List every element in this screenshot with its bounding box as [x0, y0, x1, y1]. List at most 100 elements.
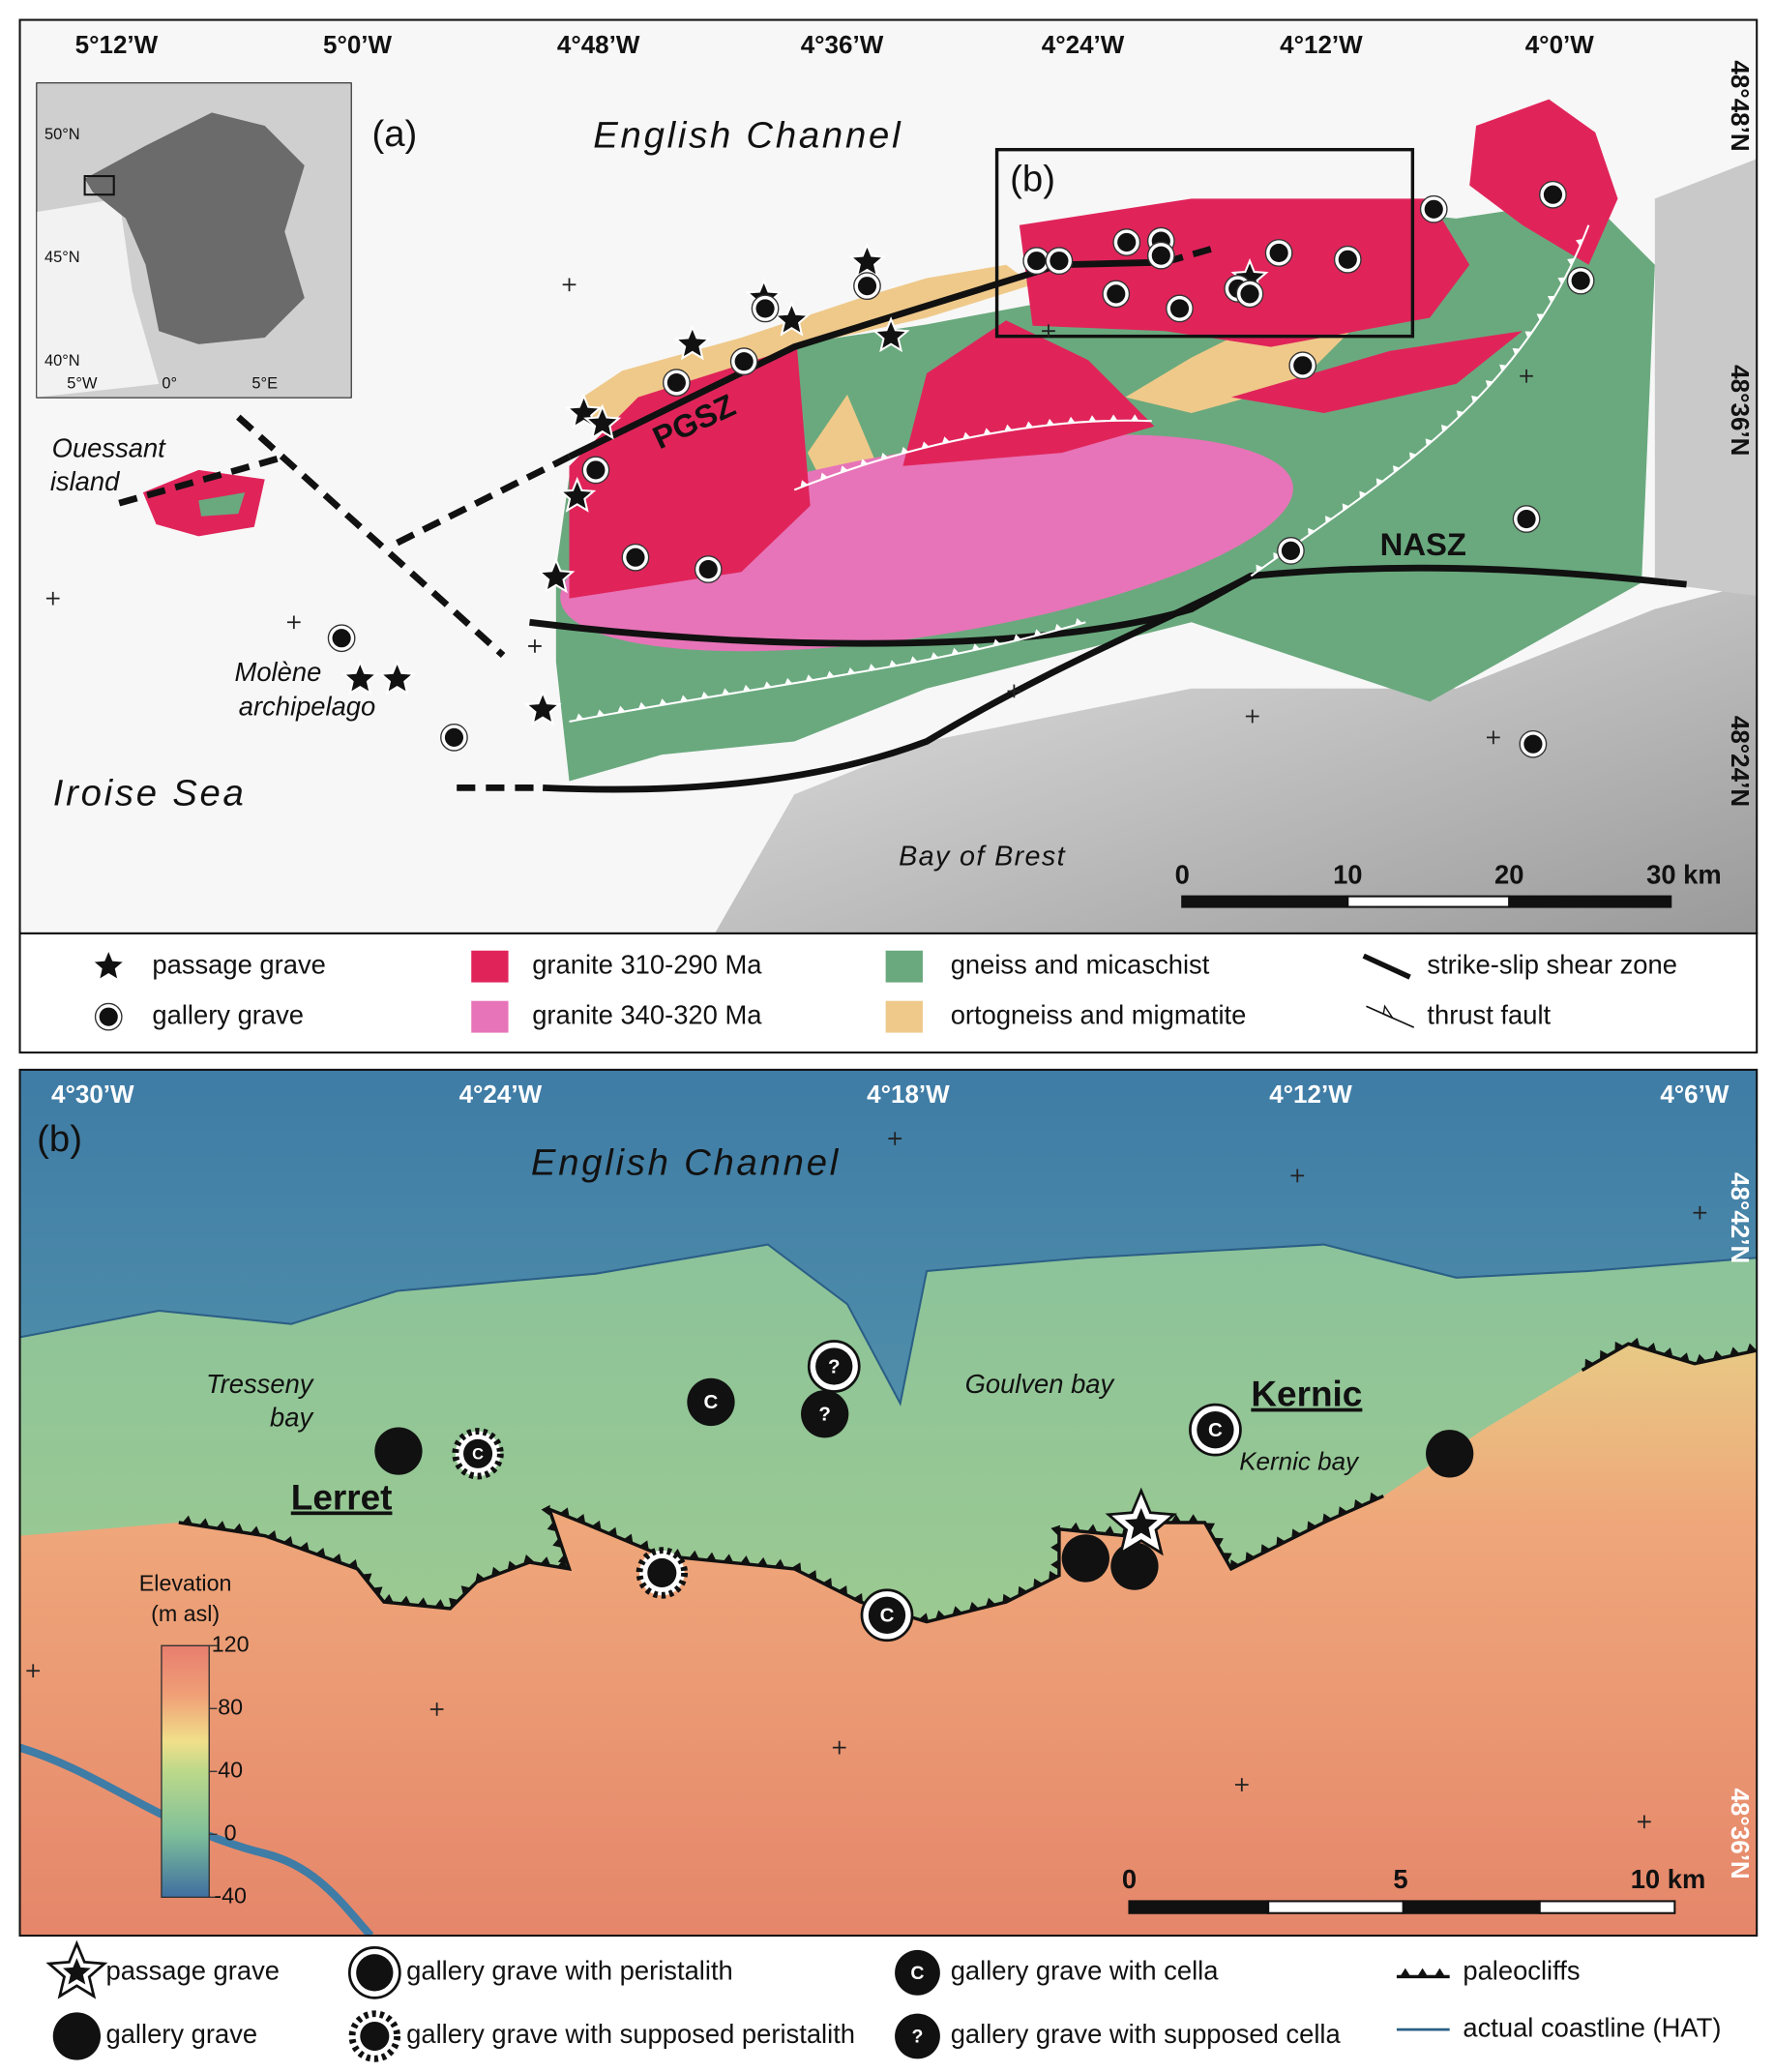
gallery-grave — [647, 1557, 677, 1588]
cliff-tick — [846, 666, 856, 675]
gallery-grave — [1197, 1411, 1234, 1449]
gallery-grave — [1543, 185, 1563, 204]
legend-swatch — [471, 950, 509, 983]
cliff-tick — [774, 1558, 785, 1568]
cliff-tick — [1400, 1968, 1411, 1977]
cliff-tick — [1188, 1514, 1199, 1523]
cliff-tick — [1536, 313, 1545, 321]
cliff-tick — [805, 674, 813, 682]
label: 48°42’N — [1726, 1172, 1755, 1263]
cliff-tick — [1557, 277, 1566, 284]
graticule-cross — [1487, 730, 1500, 745]
cliff-tick — [1075, 618, 1083, 626]
gallery-grave — [444, 727, 464, 747]
gallery-grave — [332, 629, 351, 648]
cliff-tick — [475, 1572, 486, 1584]
granite-340-320 — [560, 434, 1293, 652]
passage-grave — [847, 242, 886, 279]
passage-grave — [558, 476, 597, 513]
cliff-tick — [1746, 1343, 1758, 1353]
label: granite 310-290 Ma — [532, 949, 762, 979]
gallery-grave — [1107, 284, 1126, 304]
label: Iroise Sea — [53, 773, 247, 814]
south-fault — [542, 573, 1254, 793]
granite-310-290 — [902, 320, 1155, 466]
cliff-tick — [784, 677, 793, 685]
cliff-tick — [1004, 424, 1013, 431]
ortogneiss-unit — [807, 394, 877, 480]
cliff-tick — [838, 1585, 848, 1596]
site-mark: C — [910, 1963, 924, 1984]
cliff-tick — [962, 431, 971, 439]
label: 4°12’W — [1269, 1080, 1352, 1109]
gallery-grave — [895, 2013, 940, 2059]
cliff-tick — [722, 688, 730, 696]
scale-bar-segment — [1181, 895, 1349, 908]
cliff-tick — [1308, 527, 1316, 536]
colorbar-tick-label: 120 — [212, 1631, 250, 1656]
gallery-grave — [586, 460, 606, 480]
cliff-tick — [638, 1540, 649, 1551]
cliff-tick — [449, 1597, 459, 1608]
cliff-tick — [1109, 414, 1118, 422]
gallery-grave — [1517, 509, 1536, 529]
cliff-tick — [1409, 452, 1417, 460]
label: 4°30’W — [51, 1080, 134, 1109]
label: 5°W — [67, 374, 98, 392]
legend-thrust-tick — [1382, 1004, 1395, 1021]
label: 4°0’W — [1525, 30, 1595, 59]
cliff-tick — [820, 472, 828, 481]
cliff-tick — [931, 652, 939, 660]
cliff-tick — [1576, 239, 1583, 247]
cliff-tick — [617, 705, 626, 713]
label: 48°36’N — [1726, 1788, 1755, 1879]
cliff-tick — [880, 452, 889, 460]
label: Lerret — [291, 1477, 393, 1517]
passage-grave — [523, 690, 562, 726]
cliff-tick — [1342, 503, 1349, 512]
cliff-tick — [347, 1558, 359, 1570]
graticule-cross — [1638, 1815, 1651, 1829]
label: Molène — [235, 657, 322, 687]
gallery-grave — [374, 1427, 423, 1475]
cliff-tick — [1584, 1358, 1595, 1369]
cliff-tick — [540, 1556, 551, 1566]
cliff-tick — [1050, 1542, 1059, 1554]
cliff-tick — [490, 1566, 502, 1577]
cliff-tick — [951, 647, 960, 656]
passage-grave-core — [63, 1958, 91, 1985]
label: English Channel — [531, 1142, 841, 1184]
gallery-grave — [1117, 232, 1137, 252]
graticule-cross — [888, 1132, 902, 1145]
cliff-tick — [556, 1559, 568, 1569]
cliff-tick — [742, 684, 752, 693]
cliff-tick — [576, 1514, 586, 1524]
label: gallery grave with supposed cella — [951, 2019, 1342, 2049]
cliff-tick — [1260, 1544, 1271, 1554]
cliff-tick — [596, 709, 605, 717]
label: 5°E — [251, 374, 278, 392]
gallery-grave — [815, 1347, 853, 1385]
gallery-grave — [1281, 541, 1301, 560]
cliff-tick — [1614, 1341, 1624, 1352]
gallery-grave — [1050, 252, 1069, 271]
gallery-grave — [734, 352, 754, 371]
cliff-tick — [952, 1606, 962, 1616]
gallery-grave — [1169, 299, 1190, 318]
label: paleocliffs — [1463, 1956, 1580, 1986]
cliff-tick — [680, 695, 689, 702]
scale-bar-segment — [1346, 895, 1511, 908]
granite-310-290 — [1469, 99, 1618, 265]
cliff-tick — [1276, 1536, 1286, 1547]
label: Kernic — [1251, 1375, 1362, 1414]
cliff-tick — [1630, 1337, 1641, 1347]
passage-grave — [378, 659, 417, 696]
cliff-tick — [868, 664, 876, 671]
label: Ouessant — [52, 433, 167, 463]
inset-locator — [83, 175, 115, 196]
label: Elevation — [139, 1570, 232, 1595]
cliff-tick — [901, 446, 909, 455]
label: passage grave — [105, 1956, 279, 1986]
cliff-tick — [921, 441, 930, 449]
inset-map — [36, 82, 352, 399]
